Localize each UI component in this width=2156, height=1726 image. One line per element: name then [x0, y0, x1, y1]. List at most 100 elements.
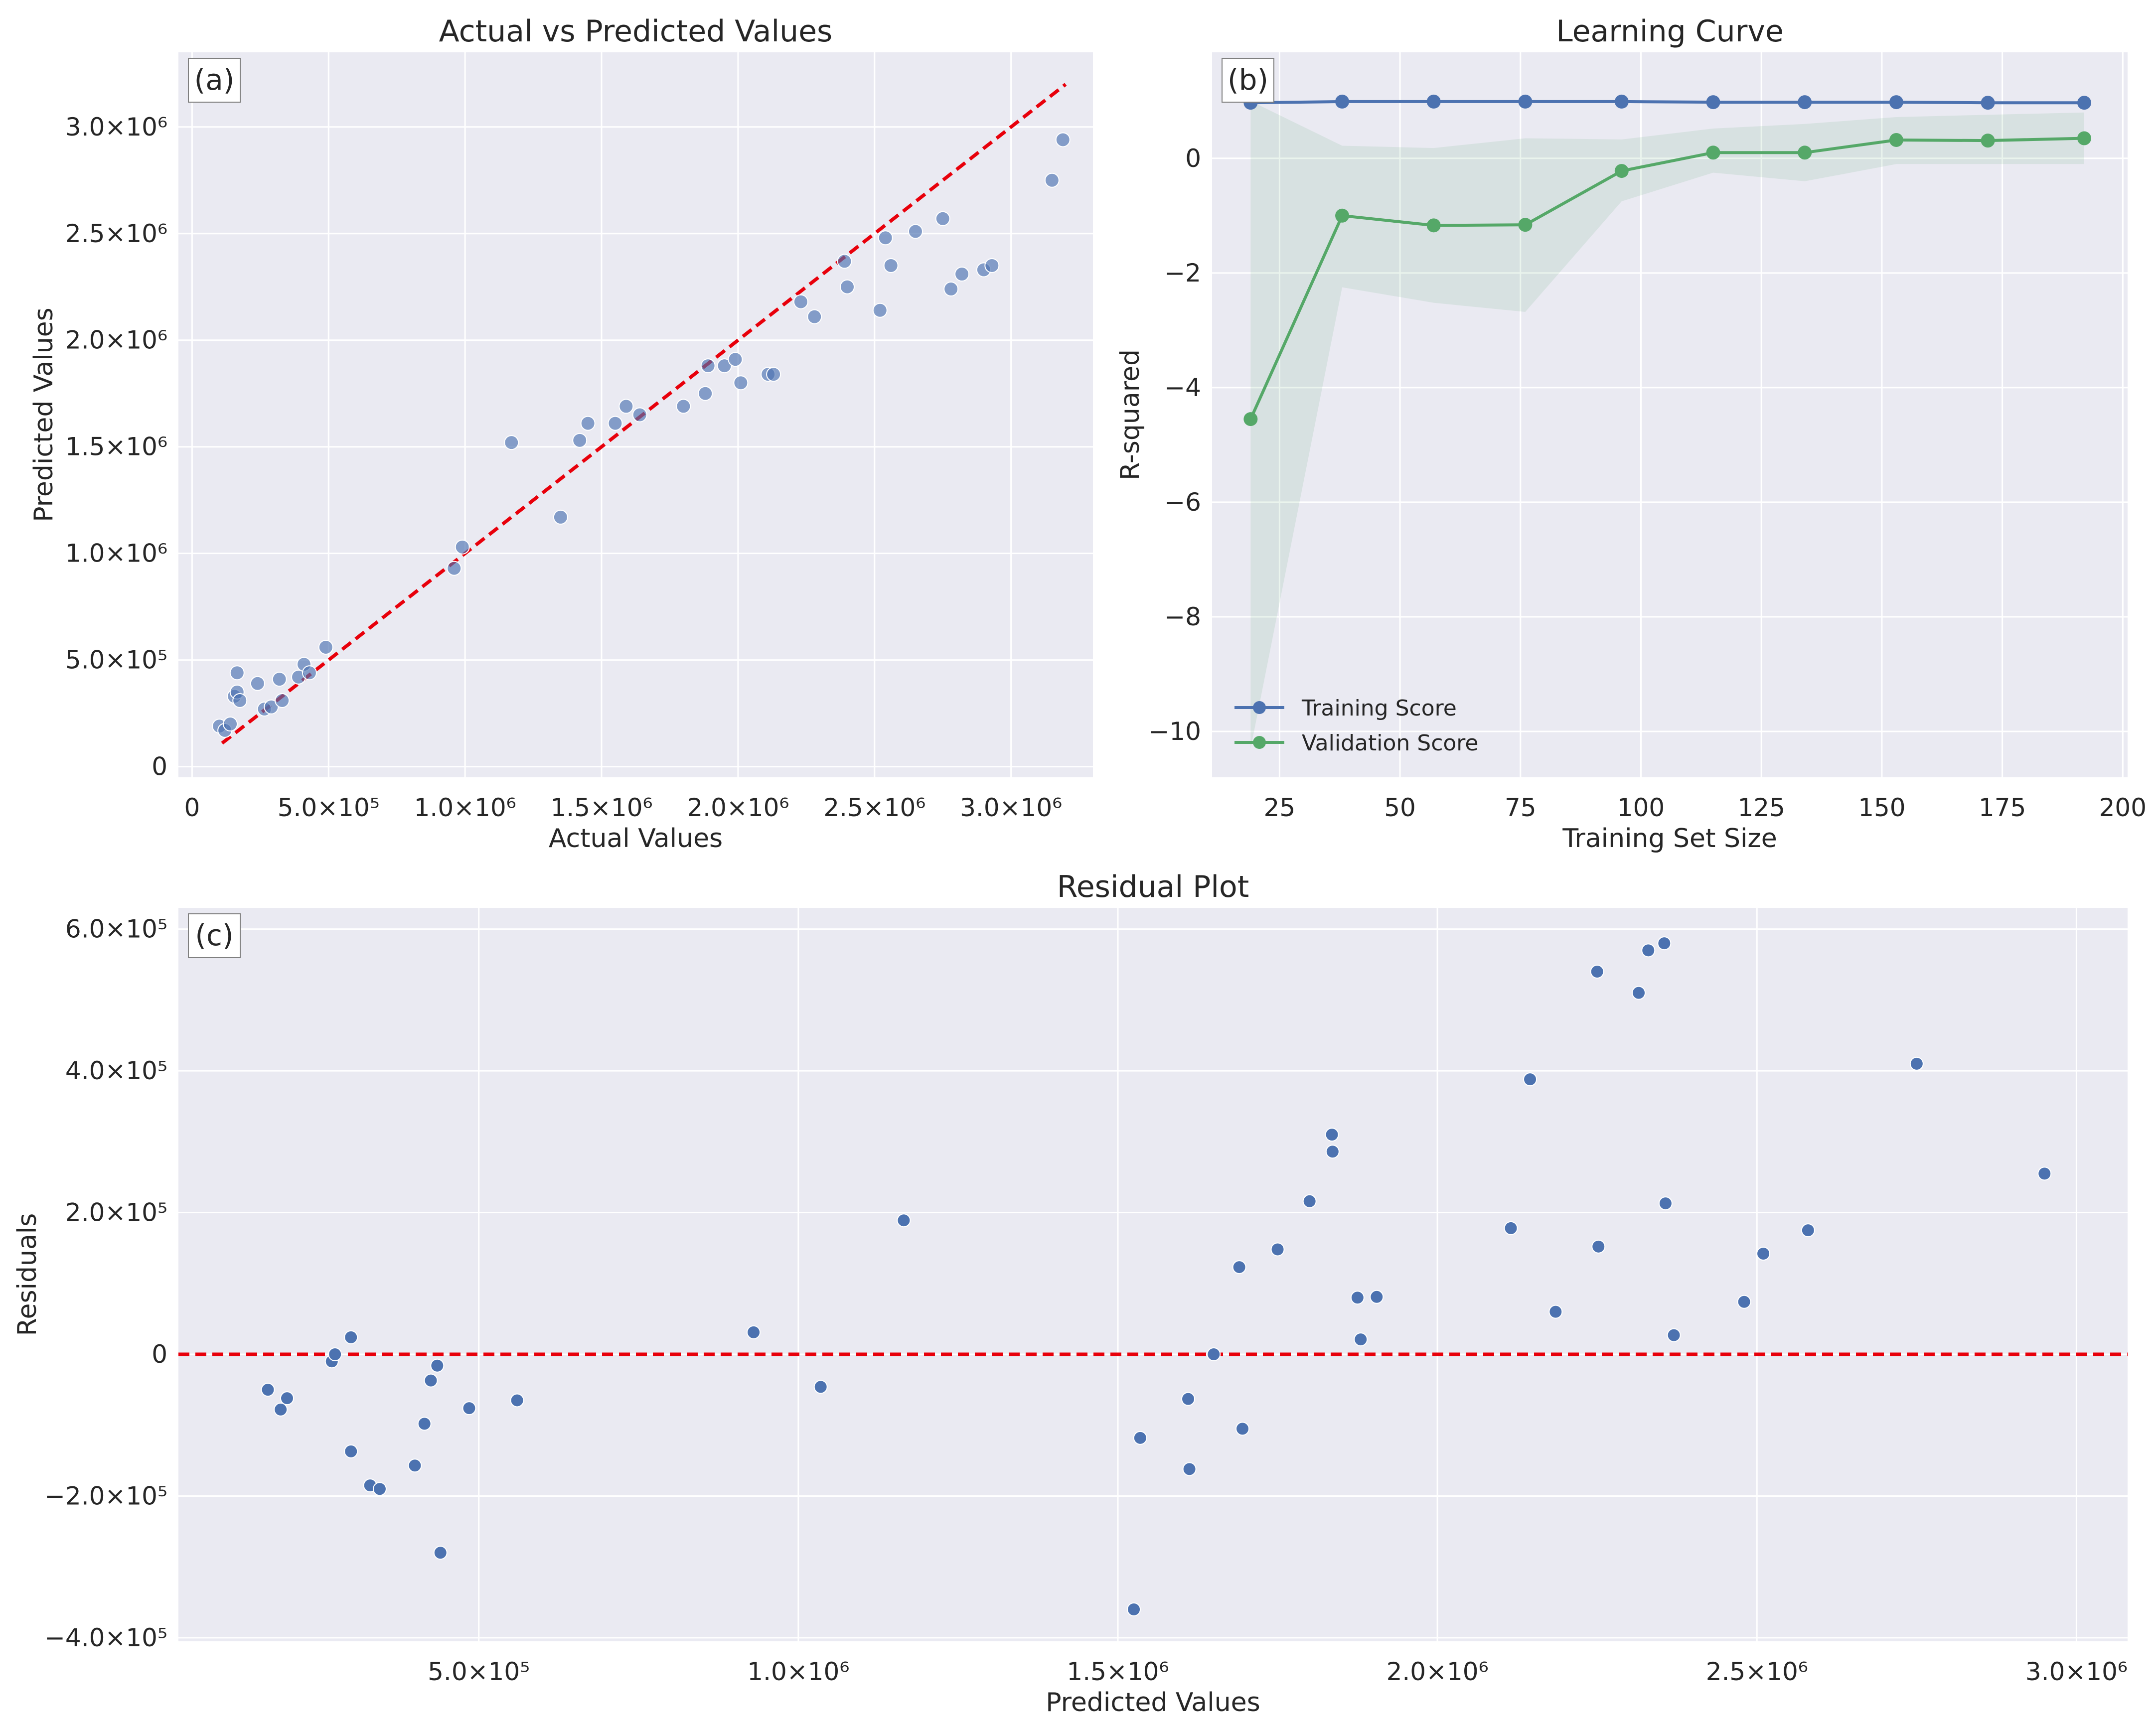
- plot-background: [1212, 52, 2128, 777]
- data-point: [908, 224, 923, 239]
- data-point: [1657, 936, 1672, 951]
- legend-marker: [1253, 701, 1266, 714]
- data-point: [700, 358, 716, 374]
- data-point: [424, 1373, 438, 1388]
- plot-background: [178, 908, 2128, 1641]
- data-point: [1350, 1291, 1365, 1305]
- panel-label: (b): [1228, 63, 1268, 97]
- data-point: [302, 665, 317, 681]
- series-marker: [2077, 96, 2091, 110]
- x-tick-label: 2.5×10⁶: [823, 793, 925, 822]
- data-point: [264, 699, 279, 715]
- panel-label: (a): [194, 63, 235, 97]
- data-point: [676, 399, 691, 414]
- x-tick-label: 2.0×10⁶: [687, 793, 789, 822]
- data-point: [510, 1393, 524, 1408]
- series-marker: [1426, 218, 1441, 233]
- x-tick-label: 125: [1737, 793, 1785, 822]
- data-point: [372, 1482, 387, 1496]
- y-tick-label: −2.0×10⁵: [44, 1481, 167, 1510]
- data-point: [1325, 1128, 1339, 1142]
- data-point: [984, 258, 1000, 273]
- data-point: [318, 639, 333, 655]
- data-point: [733, 375, 749, 391]
- x-tick-label: 175: [1979, 793, 2026, 822]
- y-tick-label: −4.0×10⁵: [44, 1623, 167, 1652]
- data-point: [935, 211, 950, 226]
- x-tick-label: 50: [1384, 793, 1416, 822]
- data-point: [504, 435, 519, 450]
- data-point: [229, 665, 245, 681]
- y-tick-label: 0: [152, 1340, 167, 1369]
- x-tick-label: 25: [1264, 793, 1296, 822]
- data-point: [1044, 172, 1060, 188]
- data-point: [2037, 1166, 2052, 1181]
- data-point: [1737, 1294, 1751, 1309]
- data-point: [632, 407, 647, 423]
- data-point: [1181, 1392, 1196, 1406]
- data-point: [1232, 1260, 1246, 1275]
- data-point: [717, 358, 732, 374]
- data-point: [232, 693, 248, 708]
- series-marker: [1798, 145, 1812, 160]
- y-tick-label: −10: [1148, 717, 1201, 746]
- data-point: [1756, 1247, 1771, 1261]
- chart-title: Learning Curve: [1556, 14, 1784, 49]
- series-marker: [1243, 412, 1258, 427]
- x-tick-label: 200: [2099, 793, 2147, 822]
- data-point: [261, 1383, 275, 1397]
- data-point: [813, 1380, 828, 1394]
- data-point: [1632, 986, 1646, 1000]
- data-point: [897, 1213, 911, 1228]
- confidence-band: [1250, 101, 2084, 749]
- x-tick-label: 2.0×10⁶: [1386, 1657, 1489, 1686]
- data-point: [608, 416, 623, 431]
- series-marker: [1889, 133, 1903, 147]
- x-tick-label: 3.0×10⁶: [2025, 1657, 2128, 1686]
- x-axis-label: Actual Values: [549, 824, 723, 854]
- data-point: [553, 509, 568, 525]
- data-point: [1127, 1602, 1141, 1616]
- y-tick-label: −4: [1164, 373, 1201, 402]
- data-point: [943, 282, 959, 297]
- data-point: [408, 1458, 422, 1473]
- x-tick-label: 5.0×10⁵: [278, 793, 380, 822]
- data-point: [580, 416, 596, 431]
- panel-label-box: [188, 58, 241, 103]
- data-point: [1658, 1196, 1673, 1211]
- data-point: [883, 258, 899, 273]
- x-axis-label: Predicted Values: [1046, 1688, 1260, 1718]
- series-marker: [1614, 94, 1629, 109]
- series-marker: [1614, 164, 1629, 178]
- series-marker: [1981, 134, 1995, 148]
- series-marker: [2077, 131, 2091, 145]
- x-tick-label: 150: [1858, 793, 1905, 822]
- x-tick-label: 2.5×10⁶: [1706, 1657, 1808, 1686]
- data-point: [1270, 1242, 1285, 1257]
- x-axis-label: Training Set Size: [1562, 824, 1777, 854]
- x-tick-label: 5.0×10⁵: [428, 1657, 530, 1686]
- data-point: [878, 230, 893, 246]
- data-point: [618, 399, 634, 414]
- x-tick-label: 3.0×10⁶: [960, 793, 1062, 822]
- data-point: [1182, 1462, 1197, 1476]
- data-point: [1641, 943, 1656, 958]
- data-point: [344, 1444, 358, 1458]
- legend-label: Validation Score: [1302, 730, 1479, 756]
- series-marker: [1798, 95, 1812, 110]
- data-point: [728, 352, 743, 367]
- data-point: [1235, 1422, 1250, 1436]
- data-point: [807, 309, 822, 324]
- data-point: [344, 1330, 358, 1344]
- actual-vs-predicted-panel: 0 5.0×10⁵ 1.0×10⁶ 1.5×10⁶ 2.0×10⁶ 2.5×10⁶ 3.0×…: [29, 14, 1093, 854]
- data-point: [223, 717, 238, 732]
- data-point: [1504, 1221, 1518, 1235]
- data-point: [280, 1391, 294, 1406]
- panel-label: (c): [195, 918, 233, 952]
- x-tick-label: 100: [1617, 793, 1665, 822]
- data-point: [793, 294, 808, 309]
- data-point: [872, 302, 888, 318]
- chart-title: Residual Plot: [1057, 869, 1249, 904]
- y-axis-label: R-squared: [1115, 349, 1145, 480]
